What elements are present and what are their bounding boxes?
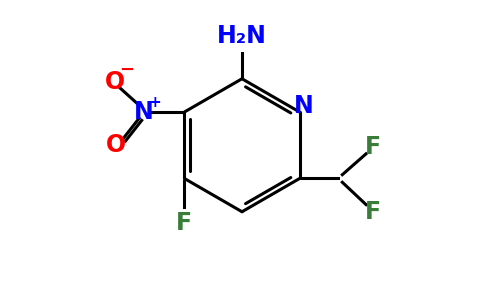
Text: F: F	[176, 211, 193, 235]
Text: N: N	[293, 94, 313, 118]
Text: O: O	[106, 133, 126, 157]
Text: N: N	[134, 100, 154, 124]
Text: F: F	[365, 135, 381, 159]
Text: +: +	[148, 95, 161, 110]
Text: F: F	[365, 200, 381, 224]
Text: O: O	[105, 70, 125, 94]
Text: H₂N: H₂N	[217, 24, 267, 48]
Text: −: −	[119, 61, 134, 79]
